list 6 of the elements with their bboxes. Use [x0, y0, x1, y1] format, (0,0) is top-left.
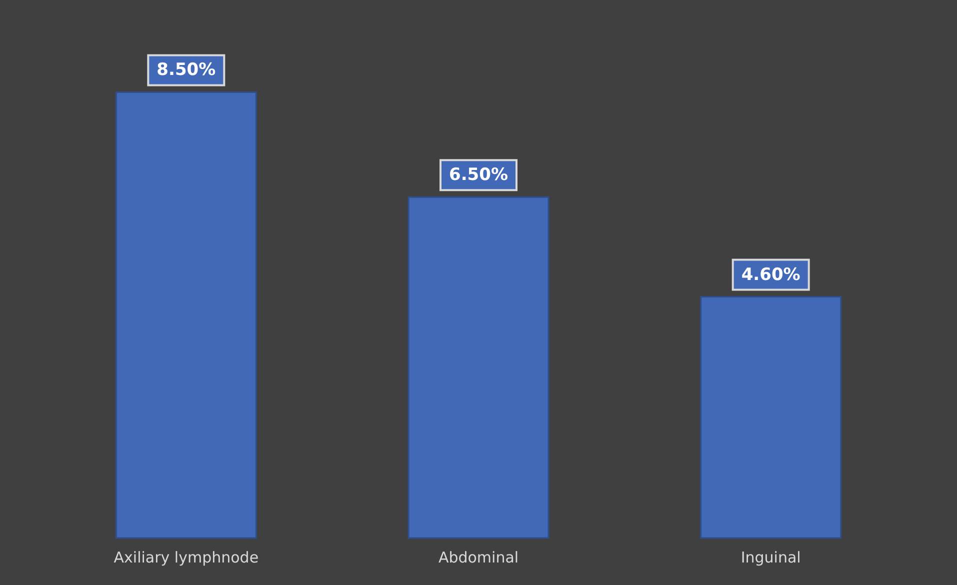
data-label: 6.50% — [449, 165, 508, 186]
x-tick-label: Abdominal — [438, 548, 519, 566]
data-label: 4.60% — [741, 264, 800, 285]
x-tick-label: Inguinal — [740, 548, 801, 566]
x-tick-label: Axiliary lymphnode — [114, 548, 259, 566]
data-label: 8.50% — [156, 60, 216, 80]
